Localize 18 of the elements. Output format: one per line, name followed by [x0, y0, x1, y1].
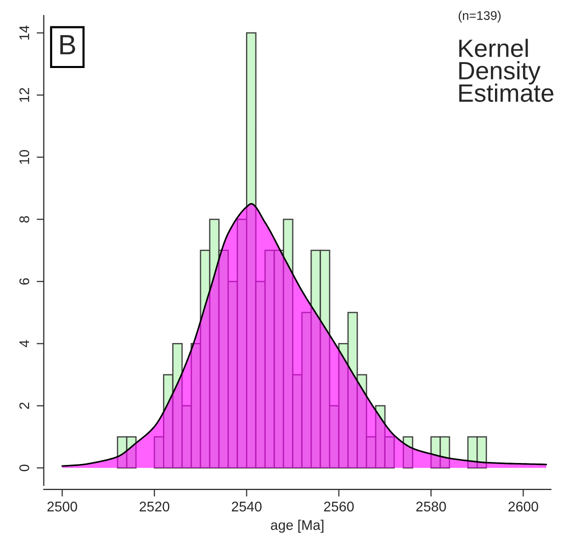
x-axis-title: age [Ma]: [270, 520, 324, 533]
y-tick-label: 0: [19, 464, 30, 472]
y-tick-label: 12: [19, 88, 30, 102]
y-tick-label: 2: [19, 402, 30, 409]
x-tick-label: 2520: [140, 502, 170, 512]
y-tick-label: 4: [20, 340, 30, 348]
x-tick-label: 2500: [47, 502, 78, 512]
y-tick-label: 14: [20, 26, 30, 40]
x-tick-label: 2600: [508, 502, 538, 512]
y-tick-label: 8: [19, 216, 30, 223]
x-tick-label: 2560: [324, 502, 354, 512]
x-tick-label: 2580: [416, 502, 446, 512]
annotation: B: [60, 35, 76, 54]
x-tick-label: 2540: [232, 502, 262, 512]
annotation: (n=139): [458, 10, 501, 22]
annotation: Kernel Density Estimate: [459, 38, 554, 102]
y-tick-label: 10: [19, 150, 30, 164]
y-tick-label: 6: [19, 278, 30, 285]
